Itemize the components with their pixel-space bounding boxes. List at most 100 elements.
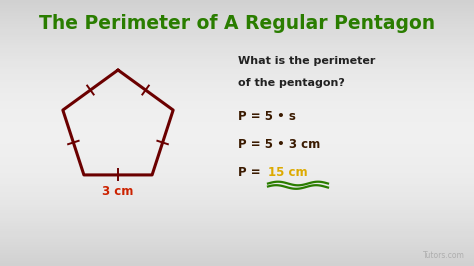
Bar	[0, 77, 474, 80]
Bar	[0, 106, 474, 109]
Bar	[0, 221, 474, 223]
Bar	[0, 35, 474, 37]
Text: The Perimeter of A Regular Pentagon: The Perimeter of A Regular Pentagon	[39, 14, 435, 33]
Bar	[0, 125, 474, 128]
Bar	[0, 5, 474, 8]
Bar	[0, 152, 474, 154]
Bar	[0, 200, 474, 202]
Text: P = 5 • 3 cm: P = 5 • 3 cm	[238, 138, 320, 151]
Bar	[0, 80, 474, 82]
Bar	[0, 239, 474, 242]
Bar	[0, 56, 474, 59]
Bar	[0, 90, 474, 93]
Bar	[0, 117, 474, 120]
Bar	[0, 141, 474, 144]
Bar	[0, 13, 474, 16]
Bar	[0, 146, 474, 149]
Bar	[0, 120, 474, 122]
Bar	[0, 43, 474, 45]
Bar	[0, 45, 474, 48]
Bar	[0, 245, 474, 247]
Bar	[0, 64, 474, 66]
Bar	[0, 162, 474, 165]
Bar	[0, 189, 474, 192]
Bar	[0, 258, 474, 261]
Bar	[0, 109, 474, 112]
Bar	[0, 72, 474, 74]
Bar	[0, 114, 474, 117]
Bar	[0, 82, 474, 85]
Bar	[0, 88, 474, 90]
Bar	[0, 19, 474, 21]
Bar	[0, 231, 474, 234]
Bar	[0, 210, 474, 213]
Bar	[0, 160, 474, 162]
Bar	[0, 234, 474, 237]
Bar	[0, 136, 474, 138]
Bar	[0, 154, 474, 157]
Bar	[0, 93, 474, 96]
Text: P =: P =	[238, 166, 265, 179]
Bar	[0, 61, 474, 64]
Bar	[0, 21, 474, 24]
Bar	[0, 27, 474, 29]
Bar	[0, 178, 474, 181]
Bar	[0, 98, 474, 101]
Bar	[0, 247, 474, 250]
Bar	[0, 194, 474, 197]
Bar	[0, 144, 474, 146]
Bar	[0, 205, 474, 207]
Bar	[0, 96, 474, 98]
Bar	[0, 263, 474, 266]
Bar	[0, 138, 474, 141]
Bar	[0, 59, 474, 61]
Bar	[0, 197, 474, 200]
Text: 3 cm: 3 cm	[102, 185, 134, 198]
Bar	[0, 53, 474, 56]
Bar	[0, 29, 474, 32]
Bar	[0, 122, 474, 125]
Bar	[0, 223, 474, 226]
Bar	[0, 186, 474, 189]
Bar	[0, 170, 474, 173]
Bar	[0, 173, 474, 176]
Bar	[0, 192, 474, 194]
Bar	[0, 157, 474, 160]
Bar	[0, 202, 474, 205]
Bar	[0, 37, 474, 40]
Bar	[0, 69, 474, 72]
Bar	[0, 255, 474, 258]
Bar	[0, 74, 474, 77]
Text: 15 cm: 15 cm	[268, 166, 308, 179]
Bar	[0, 226, 474, 229]
Bar	[0, 176, 474, 178]
Bar	[0, 51, 474, 53]
Text: What is the perimeter: What is the perimeter	[238, 56, 375, 66]
Bar	[0, 32, 474, 35]
Bar	[0, 184, 474, 186]
Text: P = 5 • s: P = 5 • s	[238, 110, 296, 123]
Bar	[0, 215, 474, 218]
Bar	[0, 168, 474, 170]
Bar	[0, 149, 474, 152]
Bar	[0, 8, 474, 11]
Bar	[0, 40, 474, 43]
Bar	[0, 24, 474, 27]
Bar	[0, 165, 474, 168]
Text: of the pentagon?: of the pentagon?	[238, 78, 345, 88]
Bar	[0, 11, 474, 13]
Bar	[0, 250, 474, 253]
Bar	[0, 85, 474, 88]
Bar	[0, 130, 474, 133]
Bar	[0, 261, 474, 263]
Bar	[0, 104, 474, 106]
Text: Tutors.com: Tutors.com	[423, 251, 465, 260]
Bar	[0, 16, 474, 19]
Bar	[0, 213, 474, 215]
Bar	[0, 48, 474, 51]
Bar	[0, 237, 474, 239]
Bar	[0, 229, 474, 231]
Bar	[0, 101, 474, 104]
Bar	[0, 112, 474, 114]
Bar	[0, 207, 474, 210]
